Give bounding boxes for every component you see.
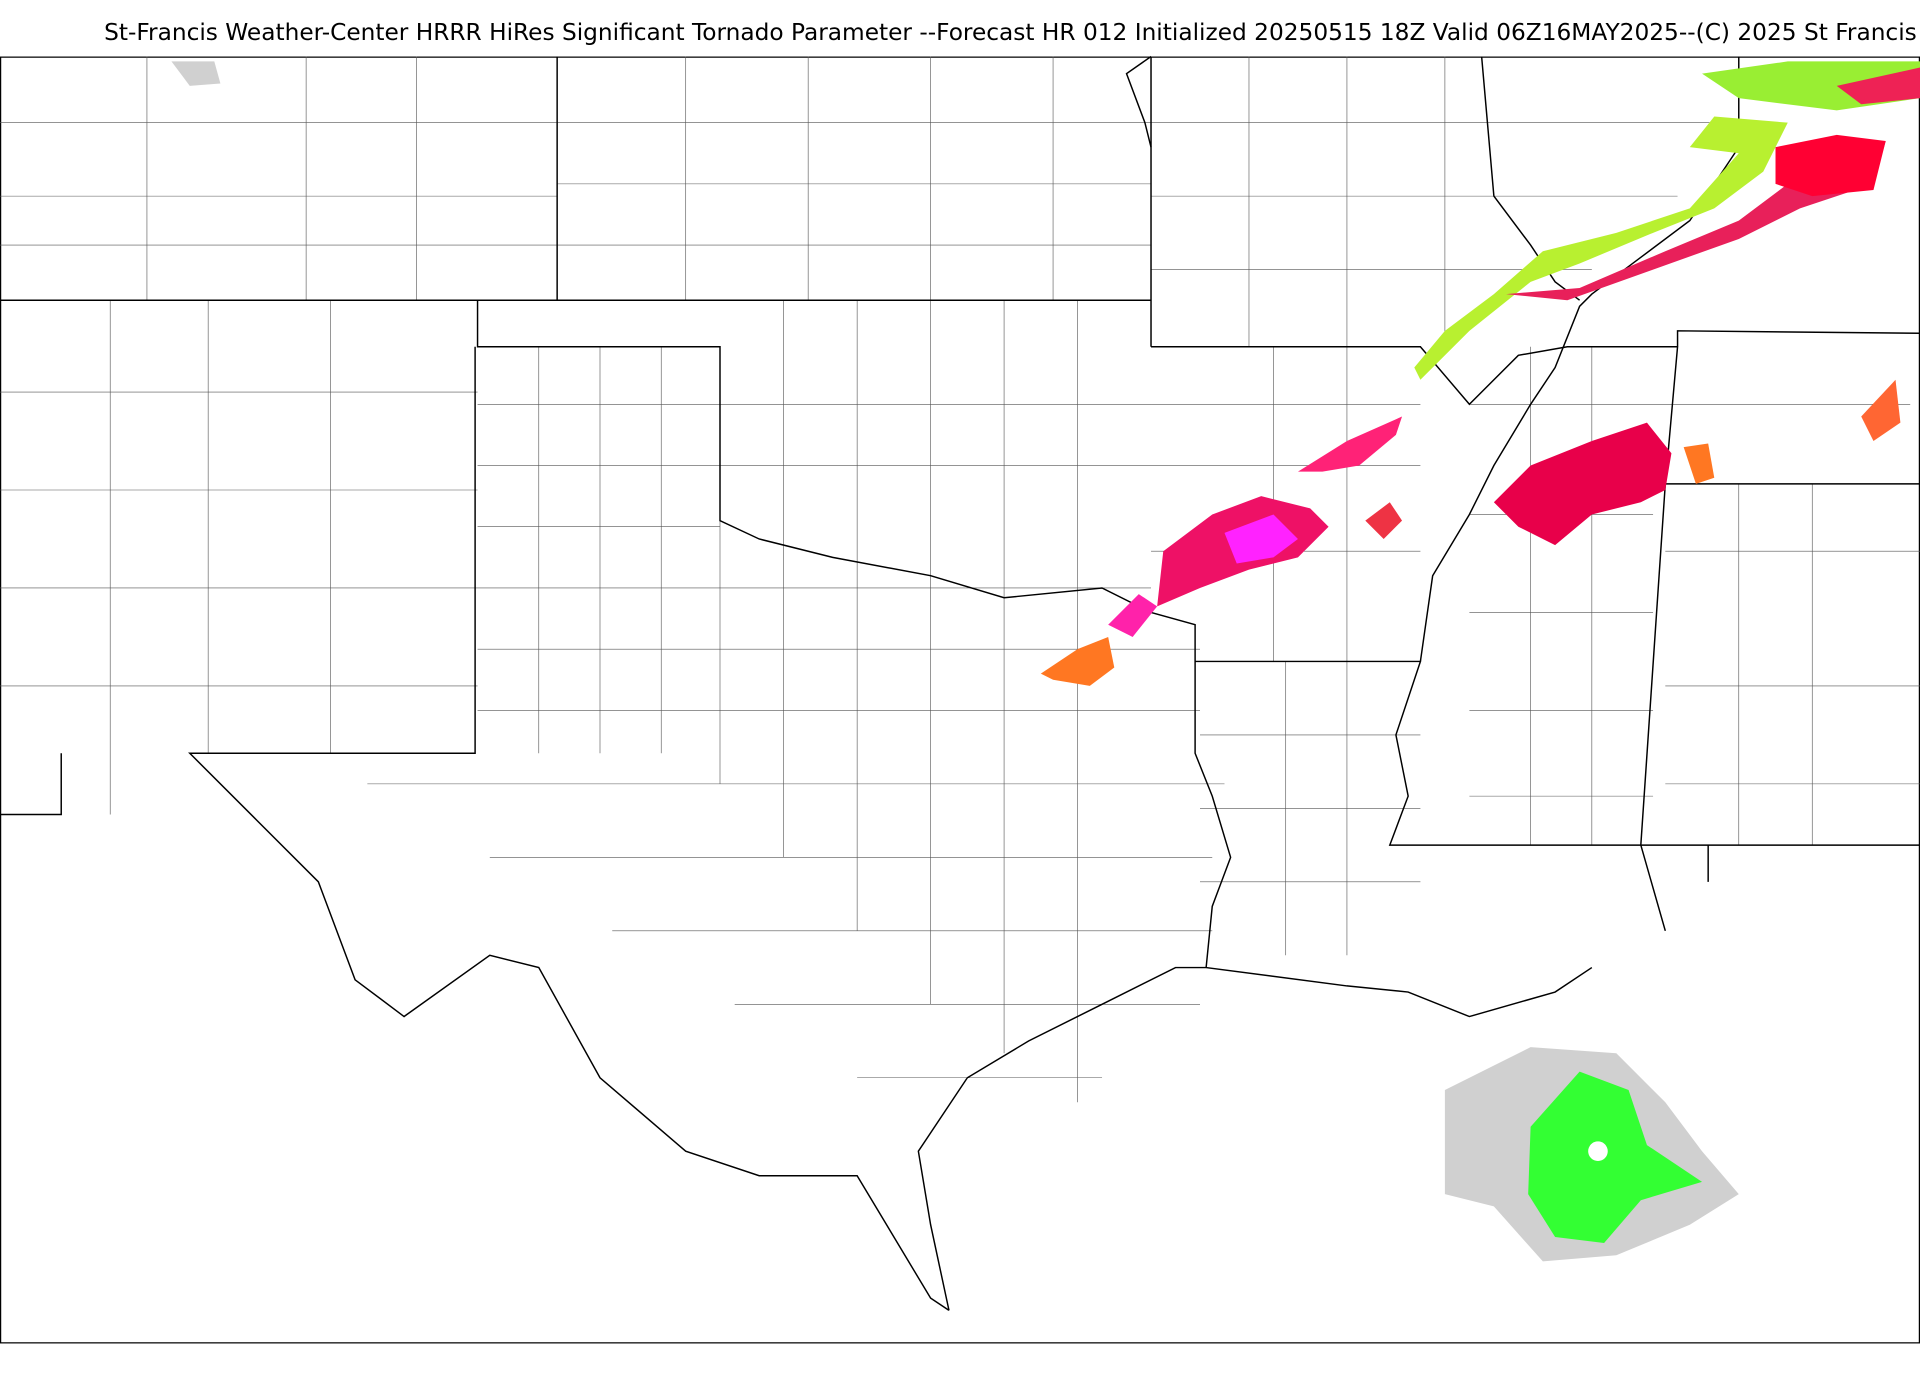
- shade-orange-tx: [1040, 636, 1115, 686]
- shade-gray-north: [171, 61, 221, 86]
- shade-hole: [1588, 1141, 1608, 1162]
- shade-orange-tn: [1683, 443, 1715, 484]
- shade-red-tn: [1493, 422, 1672, 546]
- shade-red-north: [1836, 67, 1920, 105]
- state-borders: [0, 55, 1920, 1312]
- shade-green: [1528, 1071, 1703, 1244]
- shade-orange-ky: [1861, 379, 1901, 442]
- map-title: St-Francis Weather-Center HRRR HiRes Sig…: [104, 19, 1917, 46]
- shade-magenta-ok: [1224, 514, 1298, 564]
- shade-yellowgreen: [1414, 116, 1788, 380]
- shade-magenta-tx: [1108, 594, 1158, 637]
- shade-red-ohio: [1775, 134, 1886, 197]
- parameter-shading: [171, 61, 1920, 1262]
- shade-red-ar: [1297, 416, 1403, 472]
- county-grid: [0, 56, 1920, 1103]
